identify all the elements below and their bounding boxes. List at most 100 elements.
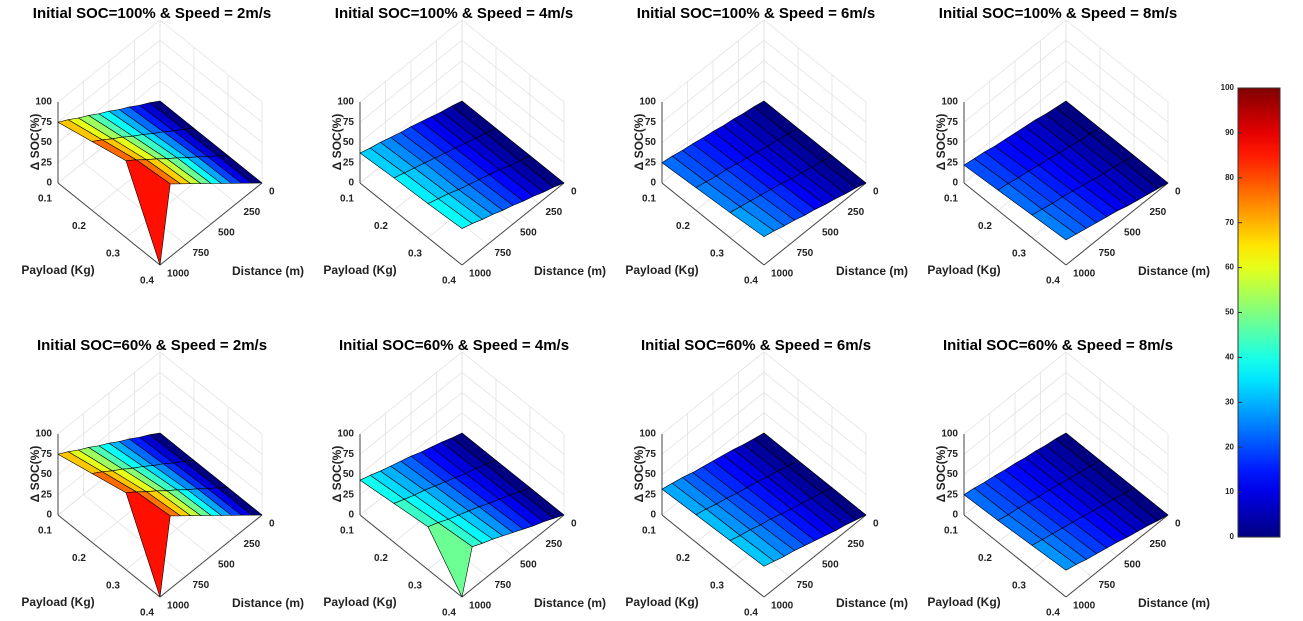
colorbar-tick-label: 40 — [1225, 353, 1234, 362]
chart-title: Initial SOC=100% & Speed = 4m/s — [335, 5, 573, 22]
colorbar-tick-label: 70 — [1225, 218, 1234, 227]
colorbar-tick-label: 80 — [1225, 173, 1234, 182]
surface-facet — [729, 535, 775, 567]
grid-line — [159, 351, 263, 435]
grid-line — [1065, 371, 1169, 455]
z-tick-label: 25 — [947, 157, 959, 168]
y-tick-label: 1000 — [167, 601, 190, 612]
grid-line — [1065, 19, 1169, 103]
y-tick-label: 0 — [1175, 187, 1181, 198]
z-tick-label: 100 — [337, 97, 354, 108]
colorbar-tick-label: 20 — [1225, 442, 1234, 451]
x-axis-label: Payload (Kg) — [625, 595, 698, 609]
y-tick-label: 1000 — [167, 269, 190, 280]
y-tick-label: 750 — [193, 248, 210, 259]
axis-line — [661, 514, 765, 598]
grid-line — [461, 412, 565, 496]
grid-line — [159, 392, 263, 475]
z-tick-label: 75 — [947, 117, 959, 128]
z-tick-label: 25 — [645, 157, 657, 168]
x-tick-label: 0.2 — [676, 553, 690, 564]
z-tick-label: 0 — [46, 178, 52, 189]
z-tick-label: 0 — [952, 178, 958, 189]
z-tick-label: 75 — [645, 449, 657, 460]
y-tick-label: 750 — [495, 580, 512, 591]
y-tick-label: 0 — [269, 187, 275, 198]
surface-facet — [729, 206, 775, 237]
grid-line — [83, 494, 186, 577]
y-axis-label: Distance (m) — [232, 264, 304, 278]
z-tick-label: 75 — [41, 449, 53, 460]
y-tick-label: 0 — [571, 187, 577, 198]
colorbar-tick-label: 0 — [1230, 532, 1235, 541]
x-axis-label: Payload (Kg) — [927, 263, 1000, 277]
y-tick-label: 0 — [1175, 519, 1181, 530]
x-tick-label: 0.4 — [140, 608, 154, 619]
x-axis-label: Payload (Kg) — [927, 595, 1000, 609]
x-axis-label: Payload (Kg) — [21, 595, 94, 609]
y-tick-label: 250 — [848, 539, 865, 550]
grid-line — [159, 39, 263, 123]
axis-line — [1065, 514, 1169, 598]
y-tick-label: 0 — [571, 519, 577, 530]
y-tick-label: 0 — [873, 187, 879, 198]
x-tick-label: 0.3 — [710, 248, 724, 259]
x-tick-label: 0.3 — [408, 248, 422, 259]
y-axis-label: Distance (m) — [534, 264, 606, 278]
x-tick-label: 0.1 — [944, 194, 958, 205]
z-tick-label: 0 — [348, 510, 354, 521]
y-axis-label: Distance (m) — [1138, 596, 1210, 610]
z-tick-label: 100 — [35, 429, 52, 440]
chart-title: Initial SOC=100% & Speed = 6m/s — [637, 5, 875, 22]
z-axis-label: Δ SOC(%) — [28, 446, 42, 503]
axis-line — [963, 514, 1067, 598]
x-tick-label: 0.4 — [744, 608, 758, 619]
grid-line — [763, 19, 867, 103]
axis-line — [359, 182, 463, 266]
y-axis-label: Distance (m) — [232, 596, 304, 610]
axis-line — [159, 514, 263, 598]
y-tick-label: 1000 — [771, 269, 794, 280]
grid-line — [461, 371, 565, 455]
z-tick-label: 25 — [343, 489, 355, 500]
axis-line — [461, 182, 565, 266]
grid-line — [159, 80, 263, 164]
x-tick-label: 0.2 — [72, 221, 86, 232]
z-axis-label: Δ SOC(%) — [28, 114, 42, 171]
surface-facet — [1031, 208, 1077, 241]
y-tick-label: 250 — [546, 207, 563, 218]
axis-line — [57, 514, 161, 598]
chart-title: Initial SOC=100% & Speed = 8m/s — [939, 5, 1177, 22]
grid-line — [159, 19, 263, 103]
y-tick-label: 750 — [797, 248, 814, 259]
axis-line — [359, 514, 463, 598]
y-tick-label: 250 — [546, 539, 563, 550]
colorbar-tick-label: 60 — [1225, 263, 1234, 272]
x-tick-label: 0.4 — [744, 276, 758, 287]
z-axis-label: Δ SOC(%) — [934, 446, 948, 503]
grid-line — [1065, 351, 1169, 435]
y-tick-label: 1000 — [469, 601, 492, 612]
x-tick-label: 0.1 — [642, 526, 656, 537]
x-tick-label: 0.1 — [340, 194, 354, 205]
colorbar-tick-label: 100 — [1221, 83, 1235, 92]
z-tick-label: 50 — [41, 469, 53, 480]
y-tick-label: 250 — [244, 207, 261, 218]
y-tick-label: 500 — [822, 228, 839, 239]
x-axis-label: Payload (Kg) — [323, 263, 396, 277]
chart-title: Initial SOC=60% & Speed = 2m/s — [37, 337, 267, 354]
z-tick-label: 50 — [645, 469, 657, 480]
grid-line — [1065, 39, 1169, 123]
z-tick-label: 75 — [343, 117, 355, 128]
z-axis-label: Δ SOC(%) — [632, 446, 646, 503]
y-axis-label: Distance (m) — [1138, 264, 1210, 278]
x-tick-label: 0.4 — [1046, 276, 1060, 287]
colorbar-tick-label: 30 — [1225, 397, 1234, 406]
z-tick-label: 50 — [343, 469, 355, 480]
y-tick-label: 250 — [848, 207, 865, 218]
axis-line — [1065, 182, 1169, 266]
grid-line — [461, 19, 565, 103]
y-tick-label: 500 — [1124, 560, 1141, 571]
surface-facet — [1031, 539, 1077, 571]
colorbar-tick-label: 50 — [1225, 308, 1234, 317]
